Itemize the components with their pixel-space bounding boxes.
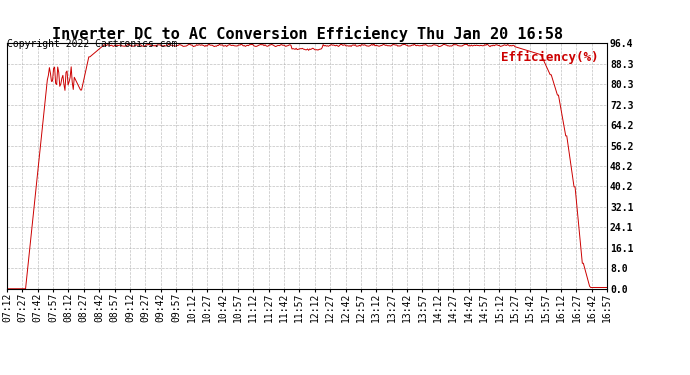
Text: Copyright 2022 Cartronics.com: Copyright 2022 Cartronics.com	[7, 39, 177, 50]
Text: Efficiency(%): Efficiency(%)	[501, 51, 598, 64]
Title: Inverter DC to AC Conversion Efficiency Thu Jan 20 16:58: Inverter DC to AC Conversion Efficiency …	[52, 26, 562, 42]
